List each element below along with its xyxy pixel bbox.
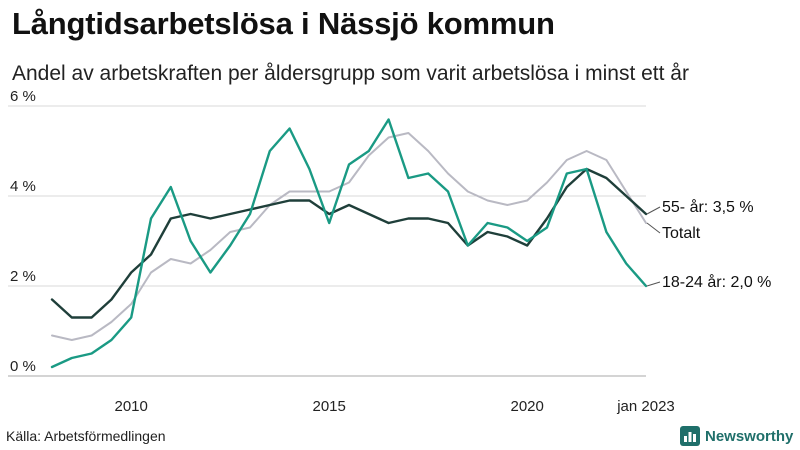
series-labels: Totalt 55- år: 3,5 % 18-24 år: 2,0 %	[646, 198, 771, 291]
chart-title: Långtidsarbetslösa i Nässjö kommun	[12, 6, 555, 41]
leader-line-age-18-24	[646, 281, 661, 287]
x-axis: 2010 2015 2020 jan 2023	[115, 398, 675, 415]
x-tick-label-0: 2010	[115, 398, 148, 415]
x-tick-label-3: jan 2023	[616, 398, 675, 415]
y-axis: 0 % 2 % 4 % 6 %	[10, 88, 36, 375]
series-line-age-18-24	[50, 118, 648, 369]
grid-layer	[8, 105, 646, 377]
series-layer	[50, 118, 648, 369]
source-note: Källa: Arbetsförmedlingen	[6, 428, 166, 444]
brand-name: Newsworthy	[705, 427, 794, 445]
brand-logo: Newsworthy	[680, 425, 793, 447]
series-line-totalt	[51, 132, 647, 341]
x-tick-label-1: 2015	[313, 398, 346, 415]
bar-chart-icon	[680, 426, 700, 446]
series-label-age-18-24: 18-24 år: 2,0 %	[662, 273, 771, 291]
y-tick-label-4: 4 %	[10, 178, 36, 195]
y-tick-label-2: 2 %	[10, 268, 36, 285]
y-tick-label-6: 6 %	[10, 88, 36, 105]
series-label-totalt: Totalt	[662, 225, 701, 242]
x-tick-label-2: 2020	[511, 398, 544, 415]
chart-subtitle: Andel av arbetskraften per åldersgrupp s…	[12, 62, 689, 85]
leader-line-age-55-plus	[646, 206, 661, 215]
y-tick-label-0: 0 %	[10, 358, 36, 375]
series-line-age-55-plus	[50, 167, 648, 319]
series-label-age-55-plus: 55- år: 3,5 %	[662, 198, 754, 216]
leader-line-totalt	[646, 222, 661, 234]
